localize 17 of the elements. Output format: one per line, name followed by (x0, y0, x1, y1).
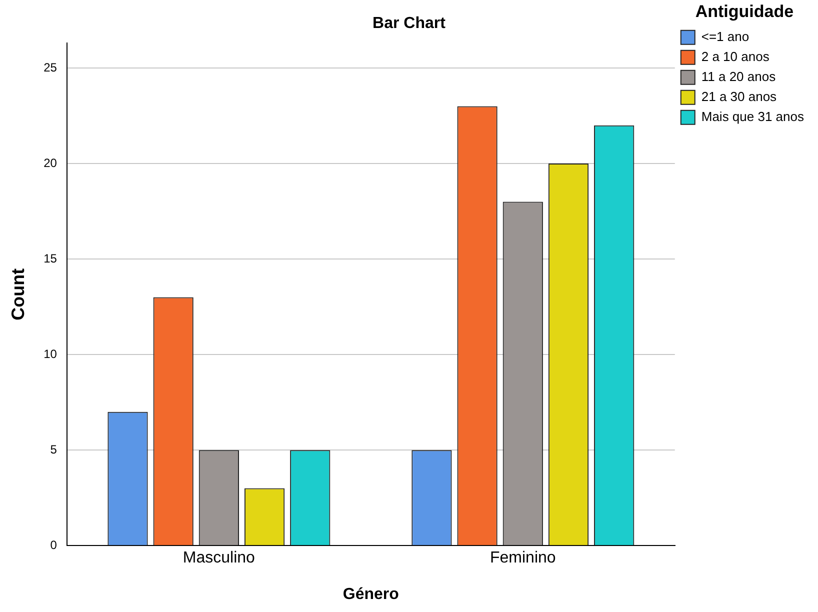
legend-title: Antiguidade (695, 2, 794, 22)
legend-label: Mais que 31 anos (701, 108, 804, 124)
legend-label: 11 a 20 anos (701, 68, 776, 84)
y-tick-label: 10 (44, 346, 58, 361)
legend-label: 21 a 30 anos (701, 88, 778, 104)
y-tick-label: 25 (44, 60, 58, 74)
x-tick-label: Feminino (490, 550, 556, 567)
y-tick-label: 15 (44, 251, 58, 266)
y-tick-label: 5 (50, 442, 58, 456)
chart-title: Bar Chart (372, 15, 446, 32)
x-tick-label: Masculino (182, 550, 256, 567)
legend-label: 2 a 10 anos (701, 48, 770, 64)
x-axis-title: Género (342, 586, 400, 603)
legend-label: <=1 ano (701, 28, 750, 44)
y-axis-title: Count (8, 268, 28, 320)
y-tick-label: 20 (44, 156, 58, 170)
y-tick-label: 0 (50, 538, 58, 552)
